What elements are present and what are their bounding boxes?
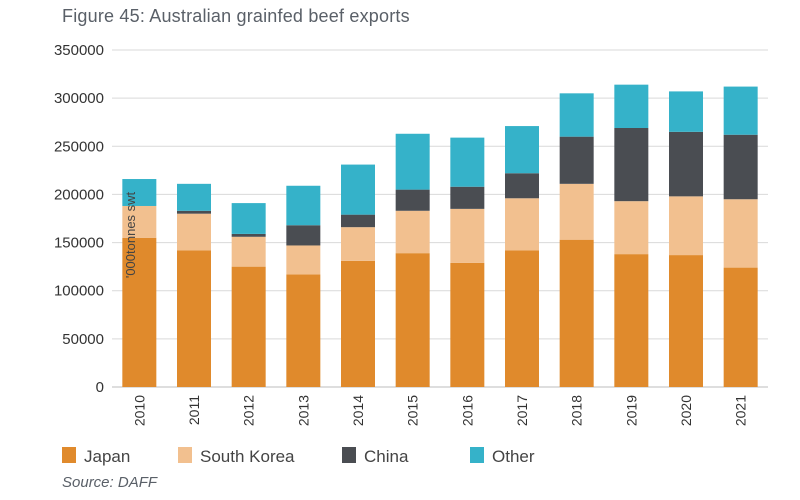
legend-swatch [62, 447, 76, 463]
bar-other [723, 86, 758, 135]
bar-other [341, 164, 375, 215]
x-tick-label: 2012 [241, 395, 257, 426]
legend-swatch [178, 447, 192, 463]
bar-china [505, 173, 539, 199]
bar-other [614, 84, 649, 128]
bar-japan [231, 266, 266, 387]
bar-japan [669, 255, 703, 387]
bars [122, 84, 758, 387]
bar-south-korea [669, 196, 703, 256]
bar-japan [341, 260, 375, 387]
x-tick-label: 2018 [569, 395, 585, 426]
bar-other [286, 185, 321, 226]
x-tick-label: 2010 [131, 395, 147, 426]
y-tick-label: 0 [96, 379, 104, 396]
y-tick-label: 350000 [54, 42, 104, 59]
x-tick-label: 2021 [733, 395, 749, 426]
legend-label: South Korea [200, 447, 295, 466]
bar-south-korea [231, 236, 266, 267]
y-axis-ticks: 0 50000 100000 150000 200000 250000 300000 3500… [54, 42, 104, 396]
bar-china [723, 134, 758, 200]
bar-china [614, 127, 649, 202]
bar-japan [559, 239, 594, 387]
x-tick-label: 2011 [186, 395, 202, 425]
bar-other [122, 179, 157, 206]
x-tick-label: 2014 [350, 395, 366, 426]
bar-south-korea [122, 205, 157, 238]
bar-china [450, 186, 485, 209]
legend-swatch [470, 447, 484, 463]
legend-label: China [364, 447, 409, 466]
x-tick-label: 2020 [678, 395, 694, 426]
y-axis-label-text: '000tonnes swt [123, 191, 138, 278]
bar-other [669, 91, 703, 132]
legend: Japan South Korea China Other [62, 447, 535, 466]
bar-china [395, 189, 430, 211]
bar-south-korea [395, 210, 430, 254]
source-note: Source: DAFF [62, 474, 158, 491]
chart-title: Figure 45: Australian grainfed beef expo… [62, 6, 410, 26]
x-tick-label: 2015 [405, 395, 421, 426]
bar-other [395, 133, 430, 190]
bar-south-korea [614, 201, 649, 255]
bar-japan [395, 253, 430, 387]
legend-label: Other [492, 447, 535, 466]
bar-china [669, 131, 703, 197]
x-axis-ticks: 2010 2011 2012 2013 2014 2015 2016 2017 2018 2019… [131, 395, 748, 426]
bar-south-korea [559, 183, 594, 240]
y-axis-label: '000tonnes swt [123, 191, 138, 278]
bar-other [450, 137, 485, 187]
legend-label: Japan [84, 447, 130, 466]
x-tick-label: 2017 [514, 395, 530, 426]
bar-south-korea [723, 199, 758, 268]
bar-south-korea [505, 198, 539, 251]
bar-other [177, 183, 211, 211]
bar-other [505, 126, 539, 174]
bar-other [231, 203, 266, 234]
gridlines [112, 49, 768, 388]
y-tick-label: 150000 [54, 235, 104, 252]
bar-japan [286, 274, 321, 387]
bar-japan [723, 267, 758, 387]
x-tick-label: 2013 [295, 395, 311, 426]
bar-china [177, 210, 211, 214]
bar-china [341, 214, 375, 228]
y-tick-label: 200000 [54, 186, 104, 203]
y-tick-label: 50000 [62, 331, 104, 348]
bar-china [231, 233, 266, 237]
bar-china [286, 225, 321, 246]
bar-china [559, 136, 594, 184]
y-tick-label: 250000 [54, 138, 104, 155]
bar-japan [505, 250, 539, 387]
y-tick-label: 100000 [54, 283, 104, 300]
bar-south-korea [341, 227, 375, 261]
bar-other [559, 93, 594, 137]
bar-south-korea [177, 213, 211, 251]
y-tick-label: 300000 [54, 90, 104, 107]
x-tick-label: 2016 [459, 395, 475, 426]
x-tick-label: 2019 [623, 395, 639, 426]
bar-japan [614, 254, 649, 387]
legend-swatch [342, 447, 356, 463]
bar-south-korea [286, 245, 321, 275]
bar-japan [450, 262, 485, 387]
bar-japan [177, 250, 211, 387]
bar-south-korea [450, 208, 485, 263]
bar-japan [122, 237, 157, 387]
